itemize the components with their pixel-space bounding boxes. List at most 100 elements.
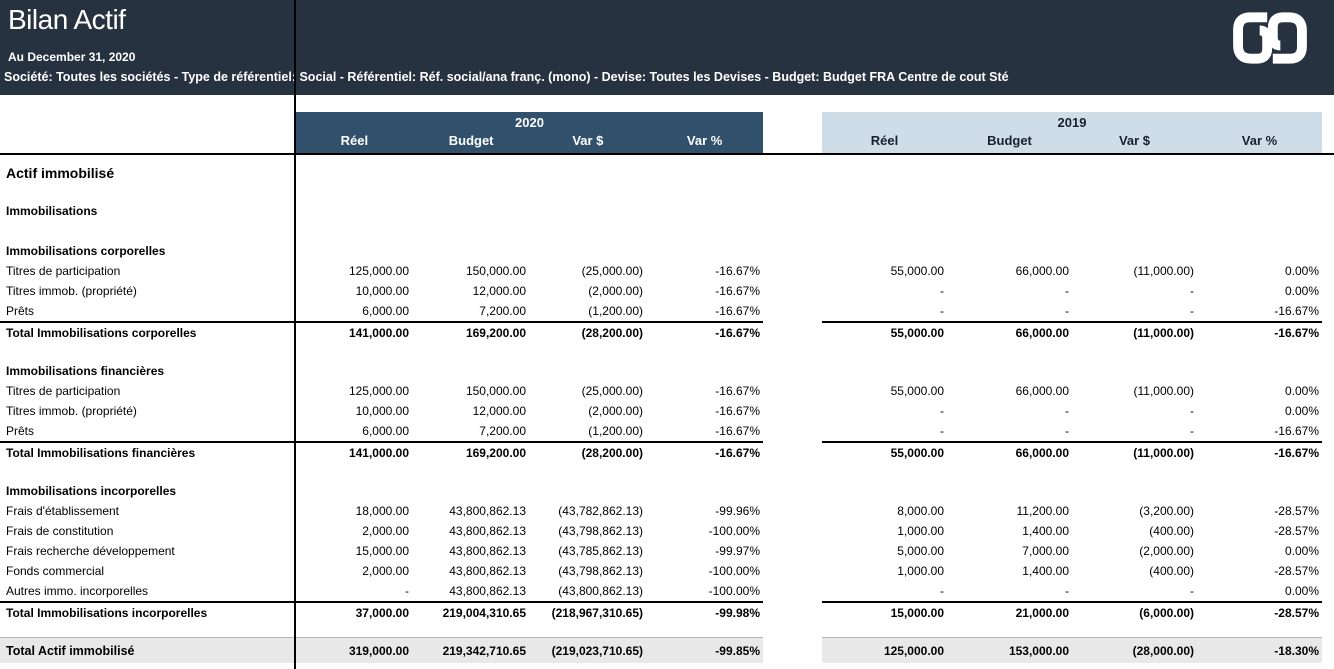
- table-row: Frais recherche développement 15,000.00 43…: [0, 541, 1334, 561]
- cell-value: 18,000.00: [355, 504, 409, 518]
- right-margin: [1322, 361, 1334, 381]
- right-margin: [1322, 521, 1334, 541]
- cell-value: 55,000.00: [890, 264, 944, 278]
- table-row: Total Immobilisations corporelles 141,000…: [0, 321, 1334, 341]
- right-margin: [1322, 561, 1334, 581]
- group-gap: [763, 261, 822, 281]
- cell-value: -: [940, 304, 944, 318]
- cell-value: 8,000.00: [897, 504, 944, 518]
- cell-value: -16.67%: [646, 441, 763, 461]
- cell-value: -100.00%: [708, 584, 760, 598]
- row-label: Frais recherche développement: [6, 544, 175, 558]
- group-gap: [763, 601, 822, 621]
- cell-value: 219,004,310.65: [412, 601, 529, 621]
- cell-value: -28.57%: [1197, 601, 1322, 621]
- cell-value: [1072, 161, 1197, 187]
- app-logo-icon: [1228, 7, 1312, 69]
- cell-value: (43,798,862.13): [558, 564, 643, 578]
- row-label: Total Immobilisations incorporelles: [0, 601, 295, 621]
- group-gap: [763, 541, 822, 561]
- cell-value: [822, 201, 947, 221]
- cell-value: (28,000.00): [1072, 637, 1197, 663]
- cell-value: -: [405, 584, 409, 598]
- column-divider-line: [294, 0, 296, 669]
- row-label: Titres de participation: [6, 384, 121, 398]
- group-gap: [763, 281, 822, 301]
- cell-value: [412, 241, 529, 261]
- group-gap: [763, 361, 822, 381]
- cell-value: 55,000.00: [822, 441, 947, 461]
- cell-value: 1,000.00: [897, 524, 944, 538]
- row-label: Total Immobilisations financières: [0, 441, 295, 461]
- cell-value: 150,000.00: [465, 264, 526, 278]
- table-row: Titres de participation 125,000.00 150,000…: [0, 381, 1334, 401]
- cell-value: -: [1190, 424, 1194, 438]
- right-margin: [1322, 581, 1334, 601]
- row-label: Prêts: [6, 304, 35, 318]
- cell-value: 0.00%: [1284, 584, 1319, 598]
- cell-value: 43,800,862.13: [449, 564, 526, 578]
- col-header-var-percent: Var %: [686, 133, 723, 148]
- cell-value: [529, 201, 646, 221]
- cell-value: [646, 481, 763, 501]
- group-gap: [763, 301, 822, 321]
- right-margin: [1322, 441, 1334, 461]
- report-header: Bilan Actif Au December 31, 2020 Société…: [0, 0, 1334, 95]
- cell-value: 43,800,862.13: [449, 504, 526, 518]
- right-margin: [1322, 481, 1334, 501]
- table-row: Frais d'établissement 18,000.00 43,800,862…: [0, 501, 1334, 521]
- right-margin: [1322, 501, 1334, 521]
- cell-value: 10,000.00: [355, 404, 409, 418]
- group-gap: [763, 581, 822, 601]
- cell-value: (1,200.00): [588, 304, 643, 318]
- cell-value: [529, 161, 646, 187]
- cell-value: -28.57%: [1274, 564, 1319, 578]
- col-header-reel: Réel: [870, 133, 899, 148]
- cell-value: 7,000.00: [1022, 544, 1069, 558]
- cell-value: [295, 361, 412, 381]
- cell-value: 11,200.00: [1016, 504, 1070, 518]
- row-label: Immobilisations: [6, 204, 98, 218]
- table-row: Immobilisations incorporelles: [0, 481, 1334, 501]
- right-margin: [1322, 301, 1334, 321]
- cell-value: -16.67%: [1274, 304, 1319, 318]
- right-margin: [1322, 161, 1334, 187]
- cell-value: 0.00%: [1284, 264, 1319, 278]
- right-margin: [1322, 281, 1334, 301]
- table-row: Total Immobilisations financières 141,000…: [0, 441, 1334, 461]
- row-label: Total Immobilisations corporelles: [0, 321, 295, 341]
- cell-value: 153,000.00: [947, 637, 1072, 663]
- cell-value: [947, 161, 1072, 187]
- cell-value: -16.67%: [1197, 321, 1322, 341]
- right-margin: [1322, 381, 1334, 401]
- row-label: Titres immob. (propriété): [6, 404, 137, 418]
- cell-value: 0.00%: [1284, 544, 1319, 558]
- row-label: Actif immobilisé: [6, 165, 115, 181]
- cell-value: [1197, 161, 1322, 187]
- group-gap: [763, 637, 822, 663]
- cell-value: (43,800,862.13): [558, 584, 643, 598]
- cell-value: [295, 161, 412, 187]
- cell-value: 150,000.00: [465, 384, 526, 398]
- right-margin: [1322, 241, 1334, 261]
- cell-value: 125,000.00: [822, 637, 947, 663]
- cell-value: (1,200.00): [588, 424, 643, 438]
- cell-value: (43,782,862.13): [558, 504, 643, 518]
- cell-value: -99.97%: [715, 544, 760, 558]
- report-filters-bar: Société: Toutes les sociétés - Type de r…: [4, 70, 1009, 84]
- cell-value: -16.67%: [1197, 441, 1322, 461]
- cell-value: 1,400.00: [1022, 524, 1069, 538]
- column-group-2019: 2019 Réel Budget Var $ Var %: [822, 112, 1322, 153]
- page-title: Bilan Actif: [8, 4, 126, 35]
- cell-value: (43,785,862.13): [558, 544, 643, 558]
- report-date: Au December 31, 2020: [8, 50, 136, 64]
- cell-value: -99.98%: [646, 601, 763, 621]
- table-row: Total Actif immobilisé 319,000.00 219,342,…: [0, 637, 1334, 663]
- cell-value: [1072, 361, 1197, 381]
- row-label: Titres de participation: [6, 264, 121, 278]
- cell-value: 219,342,710.65: [412, 637, 529, 663]
- row-label: Immobilisations corporelles: [6, 244, 166, 258]
- group-gap: [763, 421, 822, 441]
- cell-value: -16.67%: [715, 304, 760, 318]
- cell-value: -100.00%: [708, 564, 760, 578]
